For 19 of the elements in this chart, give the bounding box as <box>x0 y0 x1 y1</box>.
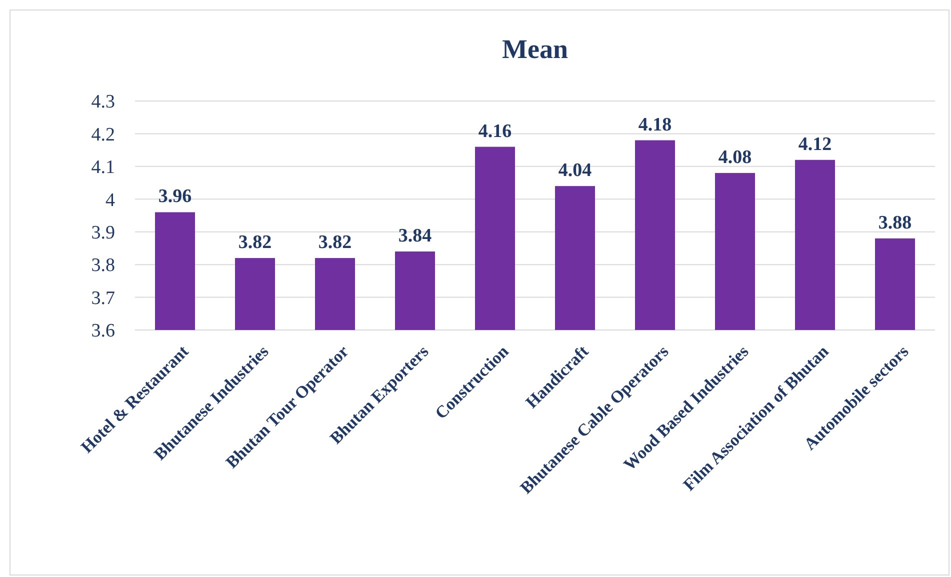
y-tick-label: 4.1 <box>91 157 115 178</box>
y-tick-label: 3.7 <box>91 288 115 309</box>
y-tick-label: 4.3 <box>91 92 115 113</box>
data-label: 4.18 <box>638 114 672 136</box>
data-label: 3.96 <box>158 186 192 208</box>
chart-title: Mean <box>502 34 568 64</box>
y-tick-label: 3.9 <box>91 222 115 244</box>
y-tick-label: 4.2 <box>91 124 115 146</box>
data-label: 3.84 <box>398 225 432 246</box>
data-label: 3.88 <box>878 212 912 234</box>
data-label: 4.12 <box>798 134 832 155</box>
y-tick-label: 4 <box>106 190 116 211</box>
data-label: 4.04 <box>558 160 592 182</box>
data-label: 4.16 <box>478 120 512 142</box>
y-tick-label: 3.6 <box>91 320 115 342</box>
data-label: 3.82 <box>238 232 272 254</box>
y-tick-label: 3.8 <box>91 255 115 276</box>
data-label: 3.82 <box>318 232 352 254</box>
data-label: 4.08 <box>718 146 752 168</box>
